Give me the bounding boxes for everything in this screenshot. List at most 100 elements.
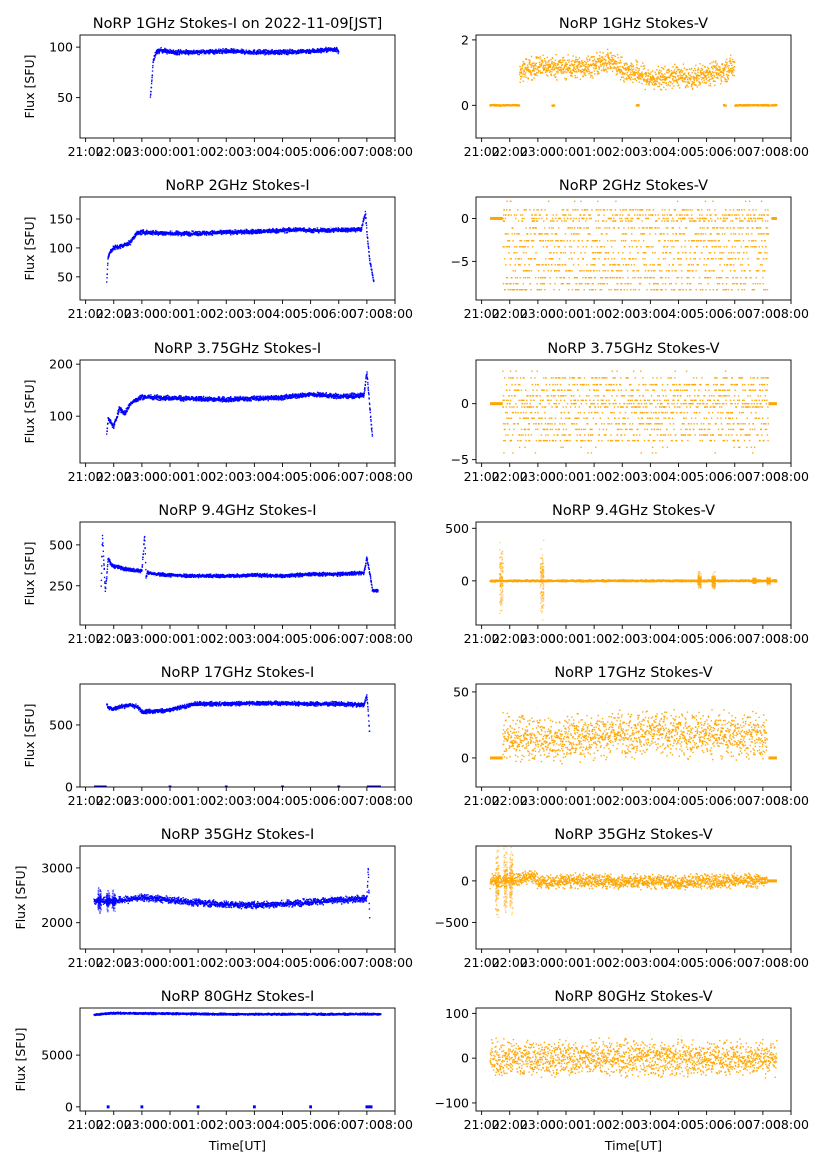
data-point bbox=[133, 238, 135, 240]
data-point bbox=[547, 63, 549, 66]
data-point bbox=[155, 233, 157, 236]
data-point bbox=[182, 50, 185, 53]
data-point bbox=[681, 71, 683, 74]
data-point bbox=[245, 49, 247, 52]
data-point bbox=[624, 72, 626, 75]
data-point bbox=[237, 229, 239, 232]
data-point bbox=[504, 289, 506, 291]
data-point bbox=[697, 68, 700, 71]
data-point bbox=[344, 228, 347, 231]
data-point bbox=[674, 63, 676, 66]
data-point bbox=[531, 65, 533, 67]
data-point bbox=[725, 64, 727, 66]
data-point bbox=[366, 233, 368, 236]
data-point bbox=[690, 67, 693, 70]
data-point bbox=[173, 232, 176, 234]
data-point bbox=[692, 69, 695, 72]
data-point bbox=[214, 231, 217, 233]
data-point bbox=[730, 60, 732, 63]
data-point bbox=[570, 60, 573, 63]
data-point bbox=[722, 70, 724, 72]
data-point bbox=[253, 231, 255, 234]
data-point bbox=[155, 53, 158, 55]
data-point bbox=[681, 70, 684, 72]
data-point bbox=[260, 230, 262, 232]
data-point bbox=[731, 67, 733, 69]
data-point bbox=[364, 213, 367, 215]
data-point bbox=[234, 52, 236, 54]
data-point bbox=[631, 63, 633, 65]
data-point bbox=[370, 265, 372, 267]
data-point bbox=[530, 240, 533, 242]
data-point bbox=[616, 61, 618, 63]
data-point bbox=[299, 227, 302, 229]
data-point bbox=[590, 65, 593, 67]
data-point bbox=[541, 59, 543, 61]
y-tick-label: 50 bbox=[57, 90, 73, 105]
data-point bbox=[141, 233, 143, 236]
data-point bbox=[527, 71, 530, 73]
data-point bbox=[161, 52, 164, 54]
data-point bbox=[532, 217, 535, 220]
data-point bbox=[511, 233, 513, 235]
data-point bbox=[518, 105, 521, 107]
data-point bbox=[535, 72, 538, 74]
data-point bbox=[533, 62, 535, 64]
data-point bbox=[720, 80, 723, 83]
data-point bbox=[592, 60, 595, 62]
data-point bbox=[724, 77, 726, 79]
data-point bbox=[664, 79, 667, 81]
data-point bbox=[714, 65, 717, 67]
data-point bbox=[556, 64, 559, 66]
data-point bbox=[526, 69, 528, 72]
data-point bbox=[267, 228, 269, 231]
data-point bbox=[583, 73, 586, 76]
data-point bbox=[696, 69, 699, 71]
data-point bbox=[110, 248, 112, 251]
data-point bbox=[699, 83, 702, 85]
data-point bbox=[663, 78, 666, 81]
data-point bbox=[578, 70, 580, 73]
data-point bbox=[518, 258, 521, 260]
data-point bbox=[140, 231, 142, 233]
data-point bbox=[724, 68, 726, 71]
data-point bbox=[539, 61, 541, 64]
scatter-points bbox=[106, 210, 375, 283]
data-point bbox=[540, 72, 542, 74]
data-point bbox=[312, 48, 314, 50]
data-point bbox=[588, 66, 590, 68]
data-point bbox=[631, 71, 634, 73]
data-point bbox=[640, 78, 642, 80]
data-point bbox=[180, 234, 183, 237]
data-point bbox=[515, 282, 517, 285]
data-point bbox=[599, 64, 602, 66]
data-point bbox=[114, 244, 117, 246]
data-point bbox=[647, 72, 650, 74]
data-point bbox=[580, 65, 583, 67]
data-point bbox=[366, 236, 369, 238]
data-point bbox=[598, 72, 600, 75]
data-point bbox=[527, 66, 529, 68]
data-point bbox=[598, 66, 600, 69]
data-point bbox=[506, 200, 508, 202]
data-point bbox=[617, 57, 619, 59]
data-point bbox=[106, 281, 108, 283]
data-point bbox=[200, 52, 202, 55]
data-point bbox=[691, 72, 693, 74]
data-point bbox=[158, 233, 161, 235]
data-point bbox=[613, 66, 616, 68]
data-point bbox=[716, 63, 718, 65]
data-point bbox=[648, 73, 650, 75]
data-point bbox=[550, 270, 552, 272]
data-point bbox=[170, 235, 172, 238]
data-point bbox=[653, 77, 656, 80]
data-point bbox=[604, 55, 607, 58]
data-point bbox=[561, 209, 564, 211]
data-point bbox=[529, 59, 531, 62]
data-point bbox=[628, 76, 631, 78]
data-point bbox=[682, 63, 685, 65]
data-point bbox=[184, 53, 187, 55]
data-point bbox=[682, 77, 684, 80]
data-point bbox=[647, 69, 649, 71]
data-point bbox=[307, 50, 310, 53]
